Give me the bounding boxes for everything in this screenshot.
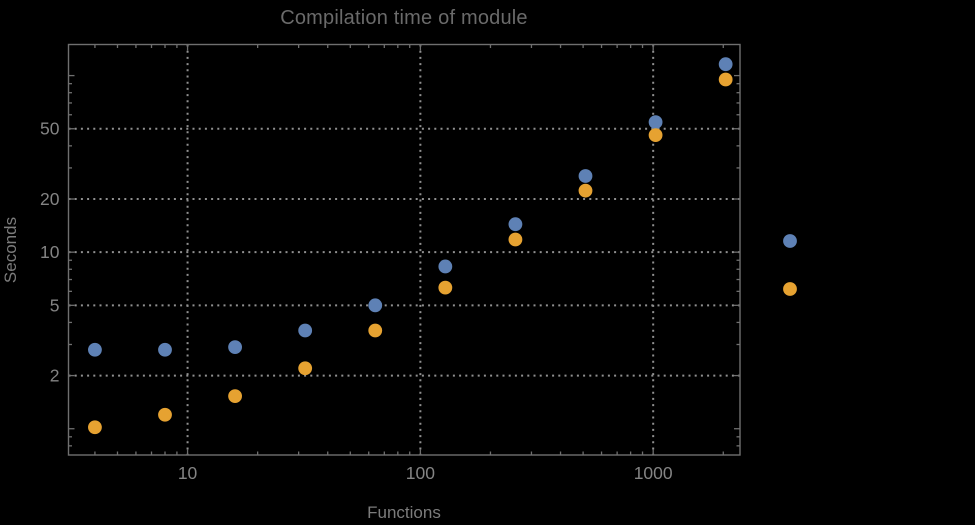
legend-marker-blue [783, 234, 797, 248]
data-point-orange [648, 128, 663, 143]
data-point-orange [228, 389, 242, 404]
data-point-blue [228, 340, 242, 354]
data-point-blue [298, 323, 313, 338]
data-point-orange [718, 72, 733, 87]
data-point-orange [508, 232, 523, 247]
chart-title: Compilation time of module [280, 7, 528, 29]
data-point-blue [88, 342, 102, 357]
y-tick-label: 50 [40, 119, 60, 139]
data-point-blue [578, 169, 593, 183]
data-point-blue [648, 115, 663, 130]
data-point-orange [298, 361, 313, 376]
x-tick-label: 1000 [634, 463, 673, 483]
y-tick-label: 5 [50, 295, 60, 315]
data-point-orange [438, 280, 453, 295]
plot-frame [67, 43, 741, 456]
data-point-blue [368, 298, 383, 313]
y-tick-label: 20 [40, 189, 60, 209]
data-point-orange [368, 323, 383, 338]
data-point-orange [578, 183, 593, 198]
x-tick-label: 10 [178, 463, 198, 483]
y-axis-label: Seconds [1, 216, 20, 284]
x-tick-label: 100 [406, 463, 435, 483]
y-tick-label: 10 [40, 242, 60, 262]
data-point-blue [718, 57, 733, 72]
data-point-blue [158, 342, 172, 357]
x-axis-label: Functions [367, 503, 441, 522]
legend-marker-orange [783, 282, 797, 296]
data-point-orange [88, 420, 102, 435]
y-tick-label: 2 [50, 366, 60, 386]
data-point-blue [508, 217, 523, 232]
data-point-orange [158, 407, 172, 422]
data-point-blue [438, 259, 453, 274]
